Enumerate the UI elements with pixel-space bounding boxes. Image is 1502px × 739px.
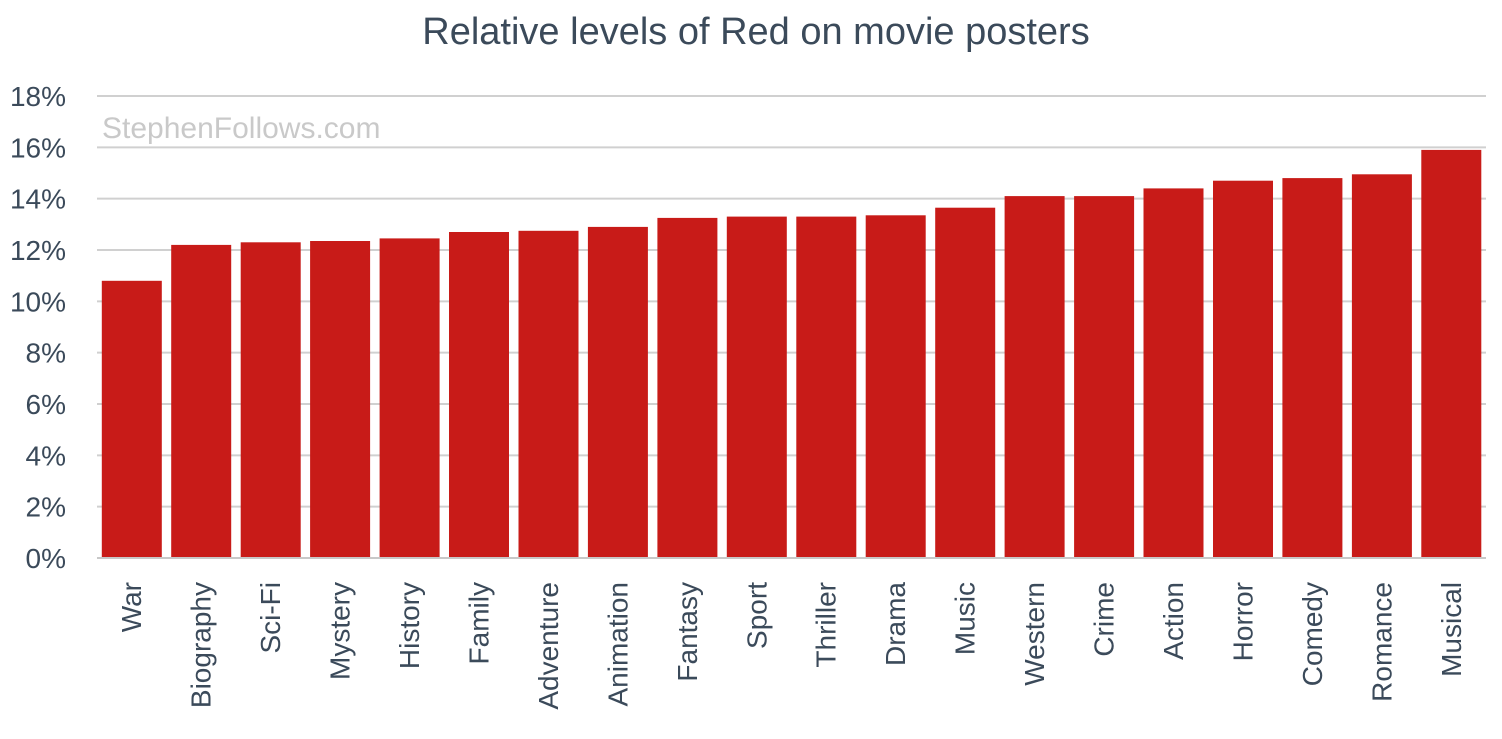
x-tick-label: Romance <box>1366 582 1397 702</box>
y-tick-label: 6% <box>26 389 66 420</box>
y-tick-label: 12% <box>10 235 66 266</box>
bar-mystery <box>310 241 371 558</box>
x-tick-label: Sport <box>741 582 772 649</box>
x-tick-label: Western <box>1019 582 1050 686</box>
bar-animation <box>587 226 648 558</box>
bar-horror <box>1213 180 1273 558</box>
bar-history <box>379 238 440 558</box>
bar-biography <box>171 244 232 558</box>
x-tick-label: Sci-Fi <box>255 582 286 654</box>
y-tick-label: 2% <box>26 492 66 523</box>
bar-action <box>1143 188 1204 558</box>
x-tick-label: Action <box>1158 582 1189 660</box>
x-tick-label: Biography <box>186 582 217 708</box>
bar-war <box>101 280 162 558</box>
y-tick-label: 16% <box>10 132 66 163</box>
y-tick-label: 18% <box>10 81 66 112</box>
y-tick-label: 8% <box>26 338 66 369</box>
x-tick-label: Crime <box>1089 582 1120 657</box>
bar-romance <box>1351 174 1412 559</box>
y-tick-label: 14% <box>10 184 66 215</box>
bar-drama <box>865 215 926 559</box>
y-tick-label: 10% <box>10 286 66 317</box>
bar-musical <box>1421 149 1482 558</box>
x-tick-label: Horror <box>1227 582 1258 661</box>
watermark-text: StephenFollows.com <box>102 112 380 145</box>
x-tick-label: Musical <box>1436 582 1467 677</box>
x-axis-labels: War Biography Sci-Fi Mystery History Family Ad… <box>116 582 1467 710</box>
bar-crime <box>1074 196 1135 558</box>
bar-adventure <box>518 230 579 559</box>
x-tick-label: History <box>394 582 425 669</box>
x-tick-label: Comedy <box>1297 582 1328 686</box>
bar-fantasy <box>657 217 718 558</box>
bar-music <box>935 207 996 558</box>
bar-comedy <box>1282 178 1343 558</box>
gridlines <box>97 95 1486 508</box>
bar-western <box>1004 196 1065 558</box>
x-tick-label: War <box>116 582 147 632</box>
bar-family <box>449 232 509 558</box>
bar-thriller <box>796 216 857 558</box>
y-axis-ticks: 0% 2% 4% 6% 8% 10% 12% 14% 16% 18% <box>10 81 66 574</box>
x-tick-label: Fantasy <box>672 582 703 682</box>
x-tick-label: Mystery <box>325 582 356 680</box>
bar-sport <box>726 216 787 558</box>
x-tick-label: Music <box>950 582 981 655</box>
x-tick-label: Animation <box>602 582 633 707</box>
bar-sci-fi <box>240 242 301 559</box>
x-tick-label: Family <box>464 582 495 664</box>
chart-title: Relative levels of Red on movie posters <box>422 11 1089 53</box>
y-tick-label: 0% <box>26 543 66 574</box>
bars <box>101 149 1482 559</box>
x-tick-label: Drama <box>880 582 911 666</box>
x-tick-label: Thriller <box>811 582 842 668</box>
x-tick-label: Adventure <box>533 582 564 710</box>
y-tick-label: 4% <box>26 440 66 471</box>
